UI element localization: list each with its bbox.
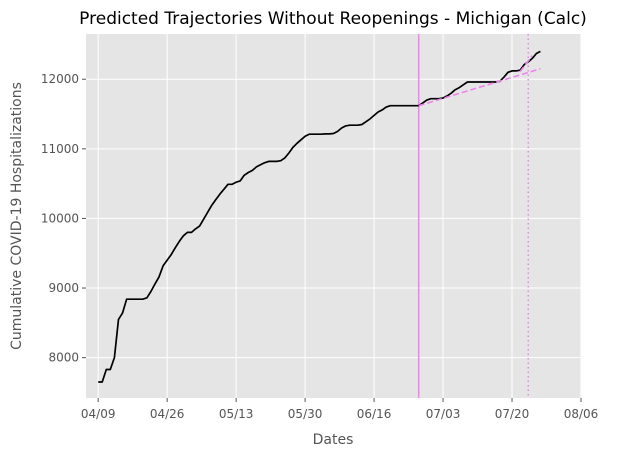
x-tick-label: 07/03 — [426, 407, 461, 421]
y-tick-label: 12000 — [41, 72, 79, 86]
x-tick-label: 04/09 — [81, 407, 116, 421]
series-line-observed — [98, 50, 541, 383]
series-line-trend-1 — [418, 68, 541, 107]
chart-title: Predicted Trajectories Without Reopening… — [79, 9, 587, 29]
y-tick-label: 8000 — [48, 351, 79, 365]
tick-labels: 04/09 04/26 05/13 05/30 06/16 07/03 07/20 08/06… — [41, 72, 598, 421]
grid-lines — [86, 34, 582, 398]
series-line-trend-2 — [519, 55, 533, 73]
x-tick-label: 07/20 — [495, 407, 530, 421]
y-tick-label: 10000 — [41, 211, 79, 225]
data-layer — [98, 34, 541, 398]
plot-area — [86, 34, 581, 398]
x-tick-label: 04/26 — [150, 407, 185, 421]
y-axis-label: Cumulative COVID-19 Hospitalizations — [9, 82, 25, 350]
x-axis-label: Dates — [313, 432, 354, 448]
x-tick-label: 06/16 — [357, 407, 392, 421]
x-tick-label: 05/13 — [219, 407, 254, 421]
x-tick-label: 08/06 — [564, 407, 599, 421]
y-tick-label: 11000 — [41, 142, 79, 156]
x-tick-label: 05/30 — [288, 407, 323, 421]
y-tick-label: 9000 — [48, 281, 79, 295]
